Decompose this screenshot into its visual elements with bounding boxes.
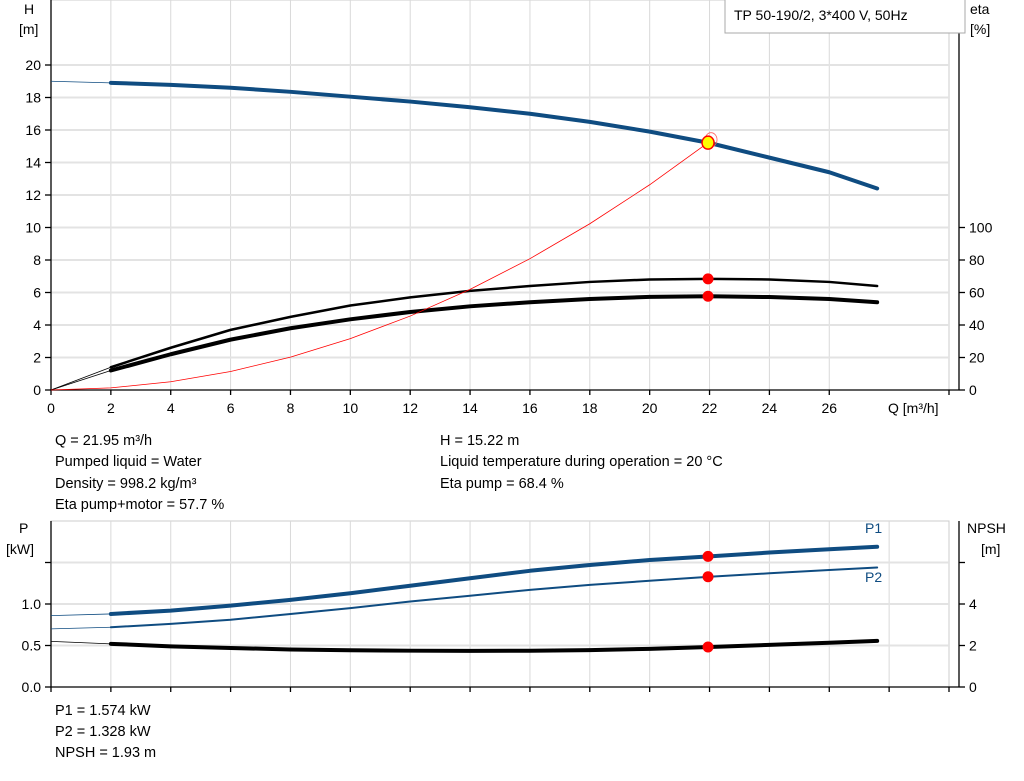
y-left-tick-label: 16 xyxy=(25,122,41,138)
operating-point-eta-pump-point xyxy=(702,273,714,285)
info-q: Q = 21.95 m³/h xyxy=(55,433,152,449)
p2-series-label: P2 xyxy=(865,569,882,585)
info-p2: P2 = 1.328 kW xyxy=(55,724,151,740)
x-tick-label: 6 xyxy=(227,400,235,416)
p1-series-label: P1 xyxy=(865,520,882,536)
h-axis-label: H xyxy=(24,1,34,17)
y-right-tick-label: 40 xyxy=(969,317,985,333)
series-P2 xyxy=(109,566,879,629)
series-H xyxy=(108,80,880,191)
npsh-axis-unit: [m] xyxy=(981,541,1000,557)
info-density: Density = 998.2 kg/m³ xyxy=(55,476,197,492)
x-tick-label: 8 xyxy=(287,400,295,416)
series-H-extrapolated xyxy=(50,80,111,84)
info-liquid: Pumped liquid = Water xyxy=(55,454,202,470)
info-h: H = 15.22 m xyxy=(440,433,519,449)
x-tick-label: 16 xyxy=(522,400,538,416)
series-P1 xyxy=(108,544,880,616)
series-eta-pump-extrapolated xyxy=(50,366,112,391)
x-tick-label: 2 xyxy=(107,400,115,416)
x-tick-label: 10 xyxy=(343,400,359,416)
operating-point-NPSH-point xyxy=(702,641,714,653)
series-eta-pump-motor-extrapolated xyxy=(50,370,111,391)
y-left-tick-label: 0.5 xyxy=(22,638,42,654)
npsh-axis-label: NPSH xyxy=(967,520,1006,536)
x-tick-label: 12 xyxy=(402,400,418,416)
y-right-tick-label: 2 xyxy=(969,638,977,654)
x-tick-label: 24 xyxy=(762,400,778,416)
eta-axis-unit: [%] xyxy=(970,21,990,37)
operating-point-P1-point xyxy=(702,550,714,562)
p-axis-unit: [kW] xyxy=(6,541,34,557)
series-P1-extrapolated xyxy=(50,613,111,617)
x-tick-label: 14 xyxy=(462,400,478,416)
series-NPSH xyxy=(108,638,880,653)
y-right-tick-label: 20 xyxy=(969,350,985,366)
x-tick-label: 26 xyxy=(821,400,837,416)
eta-axis-label: eta xyxy=(970,1,990,17)
x-tick-label: 0 xyxy=(47,400,55,416)
info-eta-pump: Eta pump = 68.4 % xyxy=(440,476,564,492)
operating-point-duty-point xyxy=(701,135,715,150)
series-NPSH-extrapolated xyxy=(50,640,111,645)
x-tick-label: 4 xyxy=(167,400,175,416)
x-tick-label: 20 xyxy=(642,400,658,416)
y-left-tick-label: 18 xyxy=(25,90,41,106)
series-eta-pump-motor xyxy=(108,294,880,373)
h-axis-unit: [m] xyxy=(19,21,38,37)
y-left-tick-label: 20 xyxy=(25,57,41,73)
q-axis-label: Q [m³/h] xyxy=(888,400,939,416)
top-chart-marks xyxy=(50,80,880,391)
y-left-tick-label: 4 xyxy=(33,317,41,333)
y-right-tick-label: 0 xyxy=(969,382,977,398)
x-tick-label: 22 xyxy=(702,400,718,416)
series-P2-extrapolated xyxy=(50,626,111,630)
bottom-chart-marks xyxy=(50,544,880,653)
y-right-tick-label: 0 xyxy=(969,679,977,695)
operating-point-eta-pump-motor-point xyxy=(702,290,714,302)
info-eta-pump-motor: Eta pump+motor = 57.7 % xyxy=(55,497,224,513)
top-chart-grid: 0 2 4 6 8 10 12 14 16 18 20 22 24 2602468101214161820… xyxy=(25,0,993,416)
x-tick-label: 18 xyxy=(582,400,598,416)
y-left-tick-label: 10 xyxy=(25,220,41,236)
y-left-tick-label: 2 xyxy=(33,350,41,366)
y-right-tick-label: 60 xyxy=(969,285,985,301)
bottom-chart-grid: 0.0 0.5 1.0 0 2 4 xyxy=(22,520,977,695)
p-axis-label: P xyxy=(19,520,28,536)
y-left-tick-label: 6 xyxy=(33,285,41,301)
chart-title: TP 50-190/2, 3*400 V, 50Hz xyxy=(734,7,908,23)
y-left-tick-label: 1.0 xyxy=(22,596,42,612)
duty-info-bottom: P1 = 1.574 kW P2 = 1.328 kW NPSH = 1.93 … xyxy=(55,703,156,761)
operating-point-P2-point xyxy=(702,571,714,583)
y-right-tick-label: 4 xyxy=(969,596,977,612)
title-box xyxy=(724,0,966,34)
y-right-tick-label: 100 xyxy=(969,220,993,236)
series-eta-pump xyxy=(109,277,879,369)
y-left-tick-label: 0 xyxy=(33,382,41,398)
y-right-tick-label: 80 xyxy=(969,252,985,268)
y-left-tick-label: 14 xyxy=(25,155,41,171)
info-temperature: Liquid temperature during operation = 20… xyxy=(440,454,723,470)
duty-info-top: Q = 21.95 m³/h Pumped liquid = Water Den… xyxy=(55,433,723,513)
y-left-tick-label: 12 xyxy=(25,187,41,203)
info-npsh: NPSH = 1.93 m xyxy=(55,745,156,761)
y-left-tick-label: 8 xyxy=(33,252,41,268)
y-left-tick-label: 0.0 xyxy=(22,679,42,695)
series-system-curve xyxy=(50,142,709,391)
info-p1: P1 = 1.574 kW xyxy=(55,703,151,719)
